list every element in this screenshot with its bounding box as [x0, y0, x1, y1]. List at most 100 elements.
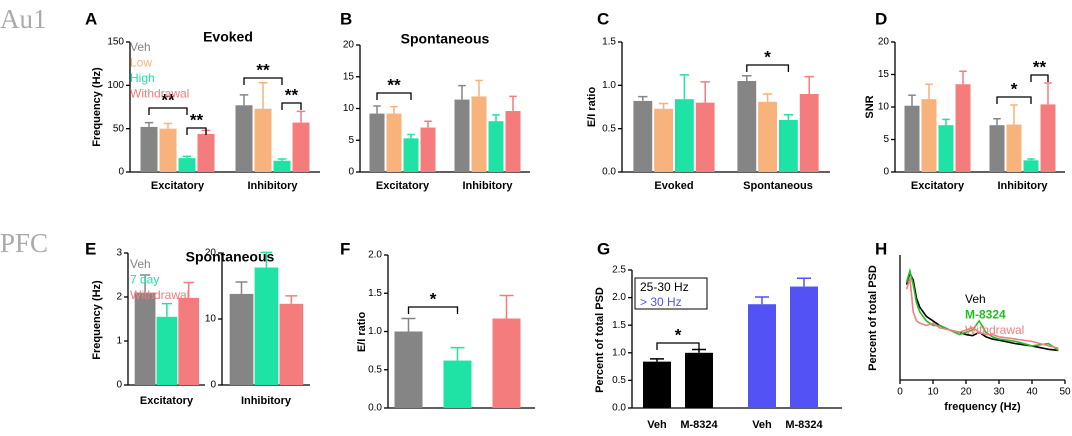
- panel-letter: A: [85, 9, 97, 28]
- y-tick-label: 10: [205, 314, 217, 325]
- bar: [737, 81, 757, 172]
- y-tick-label: 0.0: [602, 167, 616, 178]
- bar: [454, 99, 470, 172]
- error-bar: [373, 105, 381, 114]
- bar: [921, 99, 937, 172]
- bar: [904, 105, 920, 172]
- significance-bracket: [148, 107, 188, 115]
- error-bar: [285, 295, 298, 304]
- error-bar: [1044, 82, 1052, 105]
- y-tick-label: 0.0: [612, 403, 626, 414]
- error-bar: [755, 296, 769, 305]
- error-bar: [163, 122, 173, 129]
- y-tick-label: 15: [343, 71, 355, 82]
- significance-label: **: [256, 60, 270, 79]
- bar: [633, 100, 653, 172]
- legend-entry: > 30 Hz: [640, 295, 682, 309]
- error-bar: [700, 81, 710, 103]
- legend-entry: Withdrawal: [130, 288, 189, 302]
- error-bar: [658, 102, 669, 109]
- error-bar: [742, 75, 752, 81]
- significance-label: **: [1033, 57, 1047, 76]
- x-tick-label: Excitatory: [911, 180, 965, 192]
- significance-bracket: [656, 342, 700, 350]
- bar: [156, 316, 178, 385]
- error-bar: [1010, 104, 1018, 125]
- bar: [197, 133, 215, 172]
- significance-bracket: [281, 102, 302, 110]
- bar: [159, 128, 177, 172]
- error-bar: [638, 95, 648, 101]
- region-label: Au1: [0, 4, 47, 34]
- bar: [235, 105, 253, 172]
- y-tick-label: 5: [348, 135, 354, 146]
- y-tick-label: 0: [118, 167, 124, 178]
- y-tick-label: 1.5: [612, 320, 626, 331]
- y-tick-label: 0: [210, 380, 216, 391]
- bar: [799, 94, 819, 172]
- y-tick-label: 1.0: [368, 326, 382, 337]
- x-tick-label: 0: [897, 387, 903, 398]
- error-bar: [908, 94, 916, 106]
- y-tick-label: 10: [878, 102, 890, 113]
- x-tick-label: 40: [1026, 387, 1038, 398]
- y-axis-label: Frequency (Hz): [91, 280, 103, 360]
- error-bar: [797, 277, 811, 287]
- x-tick-label: Veh: [647, 419, 667, 431]
- significance-bracket: [407, 306, 459, 314]
- error-bar: [458, 84, 466, 100]
- y-tick-label: 20: [878, 37, 890, 48]
- y-axis-label: Percent of total PSD: [867, 265, 879, 371]
- y-axis-label: Frequency (Hz): [91, 67, 103, 147]
- error-bar: [650, 358, 664, 362]
- bar: [403, 138, 419, 172]
- bar: [488, 121, 504, 172]
- x-tick-label: Inhibitory: [247, 180, 298, 192]
- error-bar: [144, 121, 154, 127]
- x-tick-label: 50: [1059, 387, 1071, 398]
- panel-letter: F: [340, 239, 350, 258]
- legend-entry: 7 day: [130, 273, 159, 287]
- significance-label: *: [430, 289, 437, 308]
- bar: [1040, 104, 1056, 172]
- x-tick-label: Inhibitory: [241, 395, 292, 407]
- significance-label: *: [764, 47, 771, 66]
- y-tick-label: 0: [348, 167, 354, 178]
- x-axis-label: frequency (Hz): [944, 401, 1021, 413]
- legend-entry: 25-30 Hz: [640, 280, 689, 294]
- significance-label: *: [675, 325, 682, 344]
- panel-letter: G: [597, 239, 610, 258]
- y-tick-label: 2.5: [612, 265, 626, 276]
- bar: [254, 267, 279, 385]
- y-tick-label: 0.5: [602, 123, 616, 134]
- significance-bracket: [746, 64, 790, 72]
- error-bar: [390, 105, 398, 114]
- x-tick-label: 10: [927, 387, 939, 398]
- bar: [955, 84, 971, 172]
- x-tick-label: Excitatory: [376, 180, 430, 192]
- y-tick-label: 2.0: [368, 250, 382, 261]
- x-tick-label: M-8324: [680, 419, 718, 431]
- bar: [1006, 124, 1022, 172]
- x-tick-label: Excitatory: [140, 395, 194, 407]
- y-tick-label: 2: [116, 292, 122, 303]
- y-tick-label: 20: [205, 248, 217, 259]
- bar: [254, 108, 272, 172]
- legend-entry: Withdrawal: [130, 87, 189, 101]
- y-tick-label: 150: [107, 37, 124, 48]
- significance-label: **: [387, 75, 401, 94]
- y-tick-label: 15: [878, 69, 890, 80]
- bar: [394, 331, 423, 408]
- bar: [178, 158, 196, 172]
- error-bar: [492, 114, 500, 122]
- panel-letter: D: [875, 9, 887, 28]
- bar: [989, 125, 1005, 172]
- bar: [695, 102, 715, 172]
- error-bar: [260, 251, 273, 268]
- error-bar: [424, 120, 432, 128]
- error-bar: [277, 158, 287, 161]
- legend-entry: Veh: [130, 40, 151, 54]
- significance-label: **: [190, 110, 204, 129]
- error-bar: [161, 302, 173, 317]
